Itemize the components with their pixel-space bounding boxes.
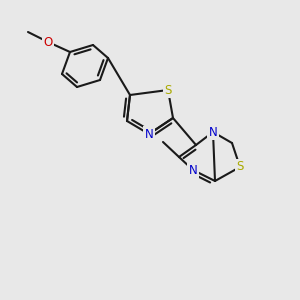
Text: N: N [189,164,197,176]
Text: S: S [164,83,172,97]
Text: O: O [44,35,52,49]
Text: N: N [145,128,153,140]
Text: N: N [208,125,217,139]
Text: S: S [236,160,244,173]
